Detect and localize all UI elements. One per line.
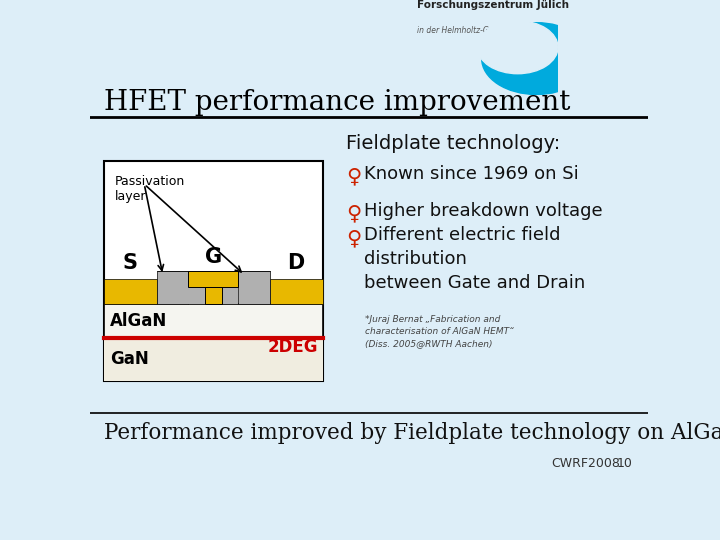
Text: ♀: ♀ — [346, 228, 361, 248]
Bar — [157, 271, 188, 303]
Text: S: S — [123, 253, 138, 273]
Bar — [104, 303, 323, 338]
Bar — [188, 271, 238, 287]
Text: Performance improved by Fieldplate technology on AlGaN-HEMT: Performance improved by Fieldplate techn… — [104, 422, 720, 444]
Text: 10: 10 — [616, 457, 632, 470]
Text: D: D — [287, 253, 305, 273]
Circle shape — [477, 21, 558, 74]
Text: Different electric field
distribution
between Gate and Drain: Different electric field distribution be… — [364, 226, 585, 292]
Text: 2DEG: 2DEG — [267, 339, 318, 356]
Circle shape — [482, 23, 591, 94]
Text: AlGaN: AlGaN — [110, 312, 167, 330]
Bar — [188, 287, 204, 303]
Text: Fieldplate technology:: Fieldplate technology: — [346, 134, 560, 153]
Text: HFET performance improvement: HFET performance improvement — [104, 90, 570, 117]
Text: CWRF2008: CWRF2008 — [551, 457, 620, 470]
Text: G: G — [204, 247, 222, 267]
Bar — [238, 271, 270, 303]
Bar — [104, 338, 323, 381]
Text: ♀: ♀ — [346, 166, 361, 186]
Text: GaN: GaN — [110, 350, 149, 368]
Bar — [222, 287, 238, 303]
Text: Known since 1969 on Si: Known since 1969 on Si — [364, 165, 579, 183]
Text: ♀: ♀ — [346, 204, 361, 224]
Text: *Juraj Bernat „Fabrication and
characterisation of AlGaN HEMT“
(Diss. 2005@RWTH : *Juraj Bernat „Fabrication and character… — [365, 315, 514, 348]
Bar — [104, 279, 157, 303]
Bar — [104, 161, 323, 381]
Text: in der Helmholtz-Gemeinschaft: in der Helmholtz-Gemeinschaft — [417, 26, 536, 36]
Bar — [270, 279, 323, 303]
Bar — [204, 287, 222, 303]
Text: Forschungszentrum Jülich: Forschungszentrum Jülich — [417, 0, 569, 10]
Text: Passivation
layer: Passivation layer — [114, 175, 185, 203]
Text: Higher breakdown voltage: Higher breakdown voltage — [364, 202, 603, 220]
